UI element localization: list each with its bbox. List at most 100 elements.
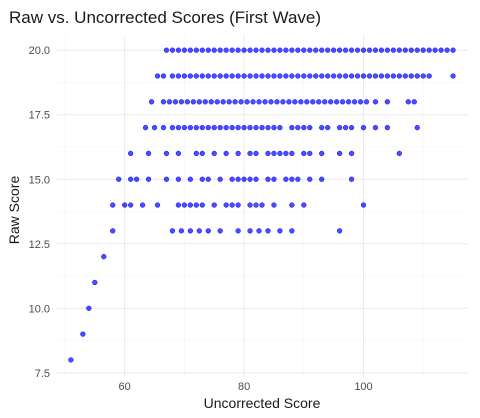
data-point <box>211 202 217 208</box>
data-point <box>372 99 379 105</box>
data-point <box>163 47 170 53</box>
data-point <box>265 150 271 157</box>
data-point <box>92 279 98 286</box>
data-point <box>211 124 217 131</box>
data-point <box>160 99 167 105</box>
data-point <box>154 202 161 208</box>
data-point <box>199 176 205 182</box>
data-point <box>229 73 235 79</box>
data-point <box>289 150 295 157</box>
data-point <box>366 47 373 53</box>
data-point <box>268 99 274 105</box>
data-point <box>187 124 193 131</box>
data-point <box>235 73 241 79</box>
data-point <box>175 124 182 131</box>
data-point <box>292 99 298 105</box>
data-point <box>154 73 161 79</box>
data-point <box>360 124 367 131</box>
data-point <box>277 228 283 234</box>
data-point <box>348 47 355 53</box>
data-point <box>181 202 188 208</box>
data-point <box>348 73 355 79</box>
data-point <box>169 124 176 131</box>
data-point <box>253 47 259 53</box>
data-point <box>342 124 349 131</box>
data-point <box>211 47 217 53</box>
data-point <box>187 228 193 234</box>
data-point <box>193 202 199 208</box>
data-point <box>363 99 370 105</box>
data-point <box>283 150 289 157</box>
data-point <box>181 124 188 131</box>
data-point <box>325 73 331 79</box>
data-point <box>295 176 301 182</box>
data-point <box>259 202 265 208</box>
data-point <box>298 99 304 105</box>
x-tick-label: 60 <box>119 381 131 393</box>
data-point <box>223 150 229 157</box>
x-tick-label: 80 <box>238 381 250 393</box>
data-point <box>241 176 247 182</box>
data-point <box>405 99 411 105</box>
data-point <box>229 124 235 131</box>
data-point <box>283 176 289 182</box>
data-point <box>259 47 265 53</box>
data-point <box>313 73 319 79</box>
data-point <box>148 99 155 105</box>
data-point <box>205 73 211 79</box>
data-point <box>232 99 238 105</box>
data-point <box>286 99 292 105</box>
data-point <box>187 176 193 182</box>
data-point <box>80 331 86 337</box>
data-point <box>289 73 295 79</box>
data-point <box>151 124 158 131</box>
data-point <box>360 73 367 79</box>
data-point <box>160 124 167 131</box>
data-point <box>253 150 259 157</box>
data-point <box>307 150 313 157</box>
data-point <box>211 73 217 79</box>
data-point <box>396 47 402 53</box>
data-point <box>319 124 325 131</box>
data-point <box>169 73 176 79</box>
data-point <box>217 73 223 79</box>
data-point <box>235 202 241 208</box>
data-point <box>384 124 391 131</box>
data-point <box>277 47 283 53</box>
data-point <box>325 124 331 131</box>
data-point <box>396 150 402 157</box>
data-point <box>411 99 417 105</box>
data-point <box>205 228 211 234</box>
data-point <box>187 47 193 53</box>
data-point <box>331 73 337 79</box>
data-point <box>307 124 313 131</box>
data-point <box>316 99 322 105</box>
data-point <box>265 47 271 53</box>
data-point <box>160 73 167 79</box>
data-point <box>331 47 337 53</box>
data-point <box>280 99 286 105</box>
data-point <box>241 73 247 79</box>
data-point <box>247 150 253 157</box>
data-point <box>348 176 355 182</box>
data-point <box>175 176 182 182</box>
data-point <box>354 47 361 53</box>
chart-title: Raw vs. Uncorrected Scores (First Wave) <box>9 8 321 27</box>
data-point <box>217 47 223 53</box>
data-point <box>169 47 176 53</box>
data-point <box>283 47 289 53</box>
y-tick-label: 15.0 <box>29 174 50 186</box>
y-tick-label: 10.0 <box>29 303 50 315</box>
data-point <box>414 47 420 53</box>
data-point <box>301 47 307 53</box>
data-point <box>68 357 74 363</box>
data-point <box>319 73 325 79</box>
data-point <box>313 47 319 53</box>
data-point <box>196 99 202 105</box>
data-point <box>357 99 364 105</box>
x-tick-label: 100 <box>354 381 372 393</box>
data-point <box>319 47 325 53</box>
data-point <box>426 47 432 53</box>
data-point <box>193 150 199 157</box>
data-point <box>307 176 313 182</box>
